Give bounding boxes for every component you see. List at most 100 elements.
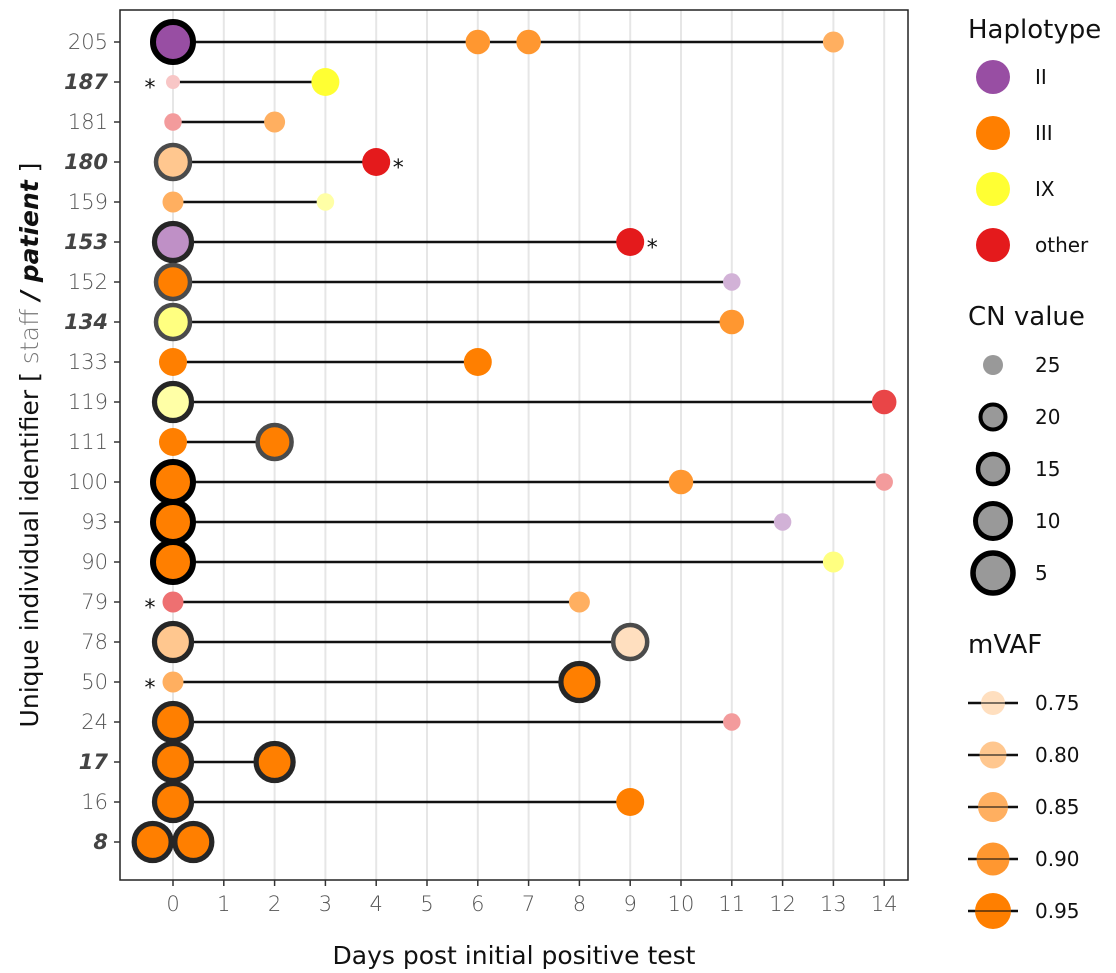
y-tick-label: 17 (79, 750, 109, 774)
legend-key-cn (970, 550, 1016, 596)
asterisk-marker: * (647, 236, 658, 261)
sample-point (153, 142, 193, 182)
x-tick-label: 12 (769, 892, 796, 916)
y-tick-label: 152 (68, 270, 108, 294)
legend-title-cn: CN value (968, 302, 1085, 332)
sample-point (153, 262, 193, 302)
sample-point (616, 228, 645, 256)
y-axis-title-slash: / (15, 282, 44, 309)
legend-key-haplotype (976, 116, 1010, 150)
y-tick-label: 119 (68, 390, 108, 414)
y-tick-label: 8 (93, 830, 108, 854)
legend-key-cn (975, 451, 1011, 487)
sample-point (568, 591, 590, 613)
legend-label-mvaf: 0.85 (1035, 795, 1080, 819)
sample-point (150, 499, 196, 545)
y-axis-title-staff: staff (15, 308, 44, 364)
asterisk-marker: * (393, 156, 404, 181)
y-tick-label: 90 (81, 550, 108, 574)
legend-label-haplotype: other (1035, 233, 1089, 257)
y-tick-label: 133 (68, 350, 108, 374)
sample-point (131, 820, 174, 864)
legend-label-haplotype: II (1035, 65, 1047, 89)
y-tick-label: 180 (64, 150, 108, 174)
legend-label-mvaf: 0.80 (1035, 743, 1080, 767)
y-tick-label: 153 (64, 230, 108, 254)
legend-label-cn: 10 (1035, 509, 1060, 533)
y-tick-label: 187 (64, 70, 108, 94)
sample-point (822, 31, 844, 53)
sample-point (558, 660, 601, 704)
legend-title-mvaf: mVAF (968, 630, 1042, 660)
legend-label-mvaf: 0.90 (1035, 847, 1080, 871)
legend-title-haplotype: Haplotype (968, 15, 1101, 45)
legend-key-cn (978, 402, 1008, 432)
plot-background (120, 10, 908, 880)
legend-label-mvaf: 0.75 (1035, 691, 1080, 715)
sample-point (151, 740, 195, 784)
x-tick-label: 9 (624, 892, 637, 916)
sample-point (150, 539, 196, 585)
sample-point (162, 671, 184, 693)
y-axis-title-patient: patient (15, 179, 44, 283)
legend-key-cn (973, 501, 1013, 541)
sample-point (610, 622, 650, 662)
sample-point (166, 75, 180, 89)
x-tick-label: 0 (166, 892, 179, 916)
y-tick-label: 93 (81, 510, 108, 534)
sample-point (151, 380, 195, 424)
sample-point (871, 389, 897, 415)
sample-point (162, 591, 184, 613)
sample-point (465, 29, 491, 55)
sample-point (159, 348, 187, 376)
x-tick-label: 4 (370, 892, 383, 916)
sample-point (616, 788, 645, 816)
sample-point (362, 148, 391, 176)
plot-border (119, 9, 909, 881)
legend-label-haplotype: IX (1035, 177, 1055, 201)
legend-label-cn: 25 (1035, 353, 1060, 377)
asterisk-marker: * (145, 76, 156, 101)
y-tick-label: 134 (64, 310, 108, 334)
sample-point (151, 620, 195, 664)
x-tick-label: 11 (718, 892, 745, 916)
y-axis-title-suffix: ] (15, 163, 44, 181)
x-tick-label: 14 (871, 892, 898, 916)
y-tick-label: 24 (81, 710, 108, 734)
legend-key-cn (983, 355, 1003, 375)
sample-point (264, 111, 286, 133)
asterisk-marker: * (145, 596, 156, 621)
sample-point (516, 29, 541, 55)
legend-label-cn: 15 (1035, 457, 1060, 481)
x-tick-label: 1 (217, 892, 230, 916)
sample-point (668, 469, 694, 495)
sample-point (172, 820, 215, 864)
y-tick-label: 16 (81, 790, 108, 814)
y-tick-label: 78 (81, 630, 108, 654)
sample-point (159, 428, 187, 456)
x-tick-label: 5 (420, 892, 433, 916)
sample-point (151, 700, 195, 744)
sample-point (723, 713, 741, 731)
sample-point (164, 113, 182, 131)
y-tick-label: 205 (68, 30, 108, 54)
sample-point (255, 422, 294, 462)
sample-point (311, 68, 340, 96)
x-tick-label: 7 (522, 892, 535, 916)
legend-key-haplotype (976, 228, 1010, 262)
asterisk-marker: * (145, 676, 156, 701)
y-tick-label: 111 (68, 430, 108, 454)
sample-point (153, 302, 193, 342)
x-tick-label: 10 (668, 892, 695, 916)
x-tick-label: 2 (268, 892, 281, 916)
sample-point (723, 273, 741, 291)
legend-key-haplotype (976, 60, 1010, 94)
x-axis-title: Days post initial positive test (333, 941, 696, 970)
y-tick-label: 100 (68, 470, 108, 494)
legend-label-haplotype: III (1035, 121, 1053, 145)
sample-point (150, 19, 196, 65)
y-tick-label: 50 (81, 670, 108, 694)
